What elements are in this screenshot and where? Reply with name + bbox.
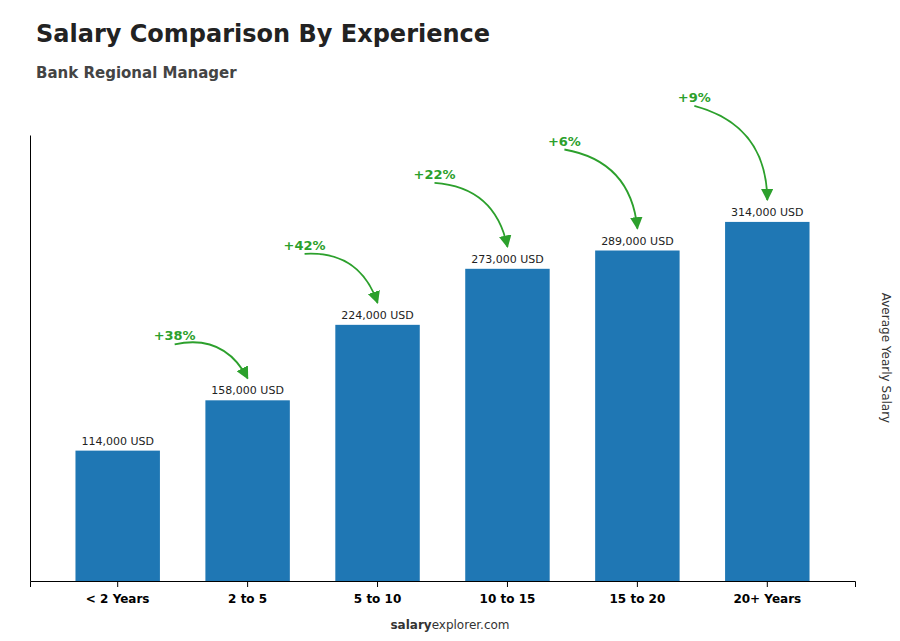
x-tick-mark [377,581,378,587]
y-axis [30,136,31,582]
annotation-arrow [564,150,637,229]
data-label: 314,000 USD [731,206,804,219]
x-tick-mark [767,581,768,587]
x-tick: 15 to 20 [610,581,666,606]
y-axis-line [30,136,31,582]
annotation: +42% [284,238,326,253]
x-tick-mark [247,581,248,587]
annotation: +9% [678,90,711,105]
bar [335,325,419,581]
bars [75,222,809,581]
x-tick-label: 20+ Years [733,592,801,606]
x-tick-label: 5 to 10 [354,592,401,606]
bar [205,400,289,581]
data-labels: 114,000 USD 158,000 USD 224,000 USD 273,000… [81,206,803,448]
x-tick: < 2 Years [86,581,150,606]
y-axis-title: Average Yearly Salary [879,293,893,423]
annotation-arrow [175,342,248,378]
annotation-arrow [305,254,378,303]
x-axis: < 2 Years 2 to 5 5 to 10 10 to 15 15 to 20 20… [31,581,856,606]
x-tick-label: 10 to 15 [480,592,536,606]
bar [75,451,159,581]
x-tick: 10 to 15 [480,581,536,606]
bar [725,222,809,581]
x-tick-label: 2 to 5 [228,592,267,606]
x-tick: 20+ Years [733,581,801,606]
footer-part: salary [390,618,431,632]
x-axis-line [31,582,856,588]
footer-part: explorer.com [432,618,510,632]
annotation-arrow [435,183,508,247]
data-label: 114,000 USD [81,435,154,448]
annotation: +6% [548,134,581,149]
bar [595,251,679,581]
chart: Salary Comparison By Experience Bank Regi… [0,0,900,641]
data-label: 289,000 USD [601,235,674,248]
annotation: +22% [413,167,455,182]
annotation-arrow [694,106,767,200]
data-label: 273,000 USD [471,253,544,266]
x-tick-label: < 2 Years [86,592,150,606]
x-tick-mark [507,581,508,587]
x-tick-mark [117,581,118,587]
bar [465,269,549,581]
footer: salaryexplorer.com [390,618,509,632]
x-tick: 5 to 10 [354,581,401,606]
x-tick-mark [637,581,638,587]
subtitle: Bank Regional Manager [36,64,237,82]
title: Salary Comparison By Experience [36,20,490,48]
data-label: 224,000 USD [341,309,414,322]
x-tick: 2 to 5 [228,581,267,606]
annotation: +38% [154,328,196,343]
annotations: +38% +42% +22% +6% +9% [154,90,768,378]
x-tick-label: 15 to 20 [610,592,666,606]
data-label: 158,000 USD [211,384,284,397]
